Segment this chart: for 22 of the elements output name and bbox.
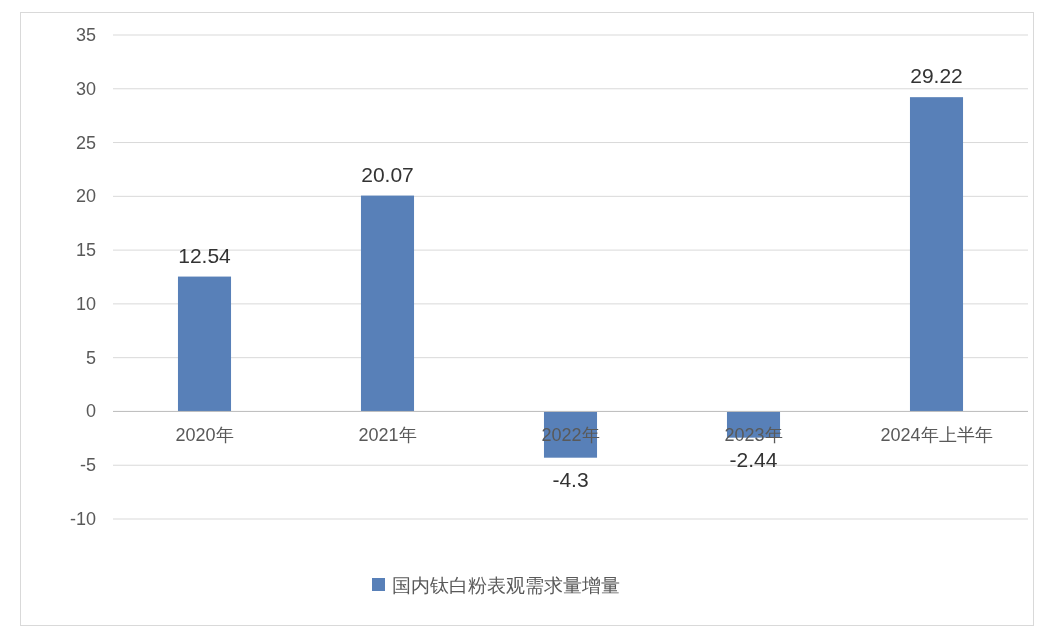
legend-label: 国内钛白粉表观需求量增量 [392, 574, 620, 596]
data-label: -2.44 [729, 447, 778, 471]
bar [909, 97, 964, 412]
y-tick-label: 0 [85, 401, 96, 422]
y-tick-label: -10 [69, 509, 96, 529]
x-tick-label: 2020年 [175, 425, 234, 446]
x-tick-label: 2024年上半年 [880, 425, 993, 446]
y-tick-label: 25 [75, 132, 96, 153]
y-tick-label: 5 [85, 347, 96, 368]
y-tick-label: 20 [75, 186, 96, 207]
data-label: 29.22 [910, 64, 963, 88]
bar [177, 276, 232, 412]
data-label: 12.54 [178, 243, 232, 267]
y-tick-label: 15 [75, 240, 96, 261]
y-tick-label: -5 [79, 455, 96, 476]
data-label: 20.07 [361, 162, 414, 186]
data-label: -4.3 [552, 467, 589, 491]
y-tick-label: 10 [75, 293, 96, 314]
y-tick-label: 35 [75, 25, 96, 45]
y-tick-label: 30 [75, 78, 96, 99]
bar [360, 195, 415, 412]
x-tick-label: 2021年 [358, 425, 417, 446]
